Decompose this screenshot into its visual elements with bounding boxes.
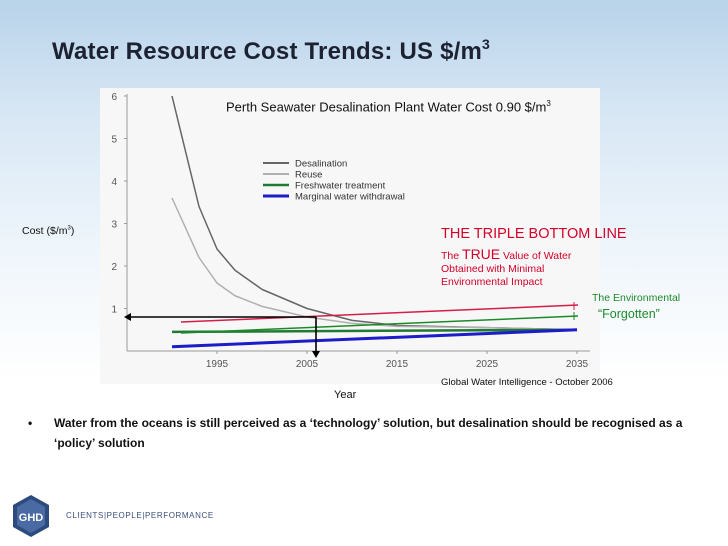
perth-cost-note: Perth Seawater Desalination Plant Water … [226,99,551,115]
logo-text: GHD [19,512,44,524]
y-tick-label: 3 [111,220,117,231]
x-axis-label: Year [334,389,357,401]
legend-label: Marginal water withdrawal [295,192,405,203]
y-tick-labels: 1 2 3 4 5 6 [111,92,127,316]
x-tick-label: 2035 [566,359,589,370]
bullet-text: Water from the oceans is still perceived… [54,416,683,450]
series-lines [171,95,578,349]
legend-label: Desalination [295,159,347,170]
y-tick-label: 5 [111,135,117,146]
footer-bar [0,492,728,546]
x-tick-label: 2015 [386,359,409,370]
y-axis-label: Cost ($/m3) [22,225,75,237]
legend-label: Reuse [295,170,322,181]
y-tick-label: 6 [111,92,117,103]
bullet-symbol: • [28,416,33,430]
environmental-label: The Environmental [592,292,681,304]
x-tick-labels: 1995 2005 2015 2025 2035 [206,351,589,370]
forgotten-label: “Forgotten” [598,307,660,321]
y-tick-label: 4 [111,177,117,188]
legend-label: Freshwater treatment [295,181,386,192]
x-tick-label: 2025 [476,359,499,370]
ghd-logo-icon: GHD [13,495,49,537]
slide-title: Water Resource Cost Trends: US $/m3 [52,36,491,65]
true-emphasis: TRUE [462,246,501,262]
y-tick-label: 1 [111,305,117,316]
triple-bottom-line-heading: THE TRIPLE BOTTOM LINE [441,226,627,242]
x-tick-label: 2005 [296,359,319,370]
logo-tagline: CLIENTS|PEOPLE|PERFORMANCE [66,511,214,520]
triple-bottom-line-text: The TRUE Value of Water Obtained with Mi… [441,246,572,288]
x-tick-label: 1995 [206,359,229,370]
source-note: Global Water Intelligence - October 2006 [441,377,613,388]
y-tick-label: 2 [111,262,117,273]
chart-panel: 1 2 3 4 5 6 1995 2005 2015 2025 2035 Desalination… [100,88,600,384]
